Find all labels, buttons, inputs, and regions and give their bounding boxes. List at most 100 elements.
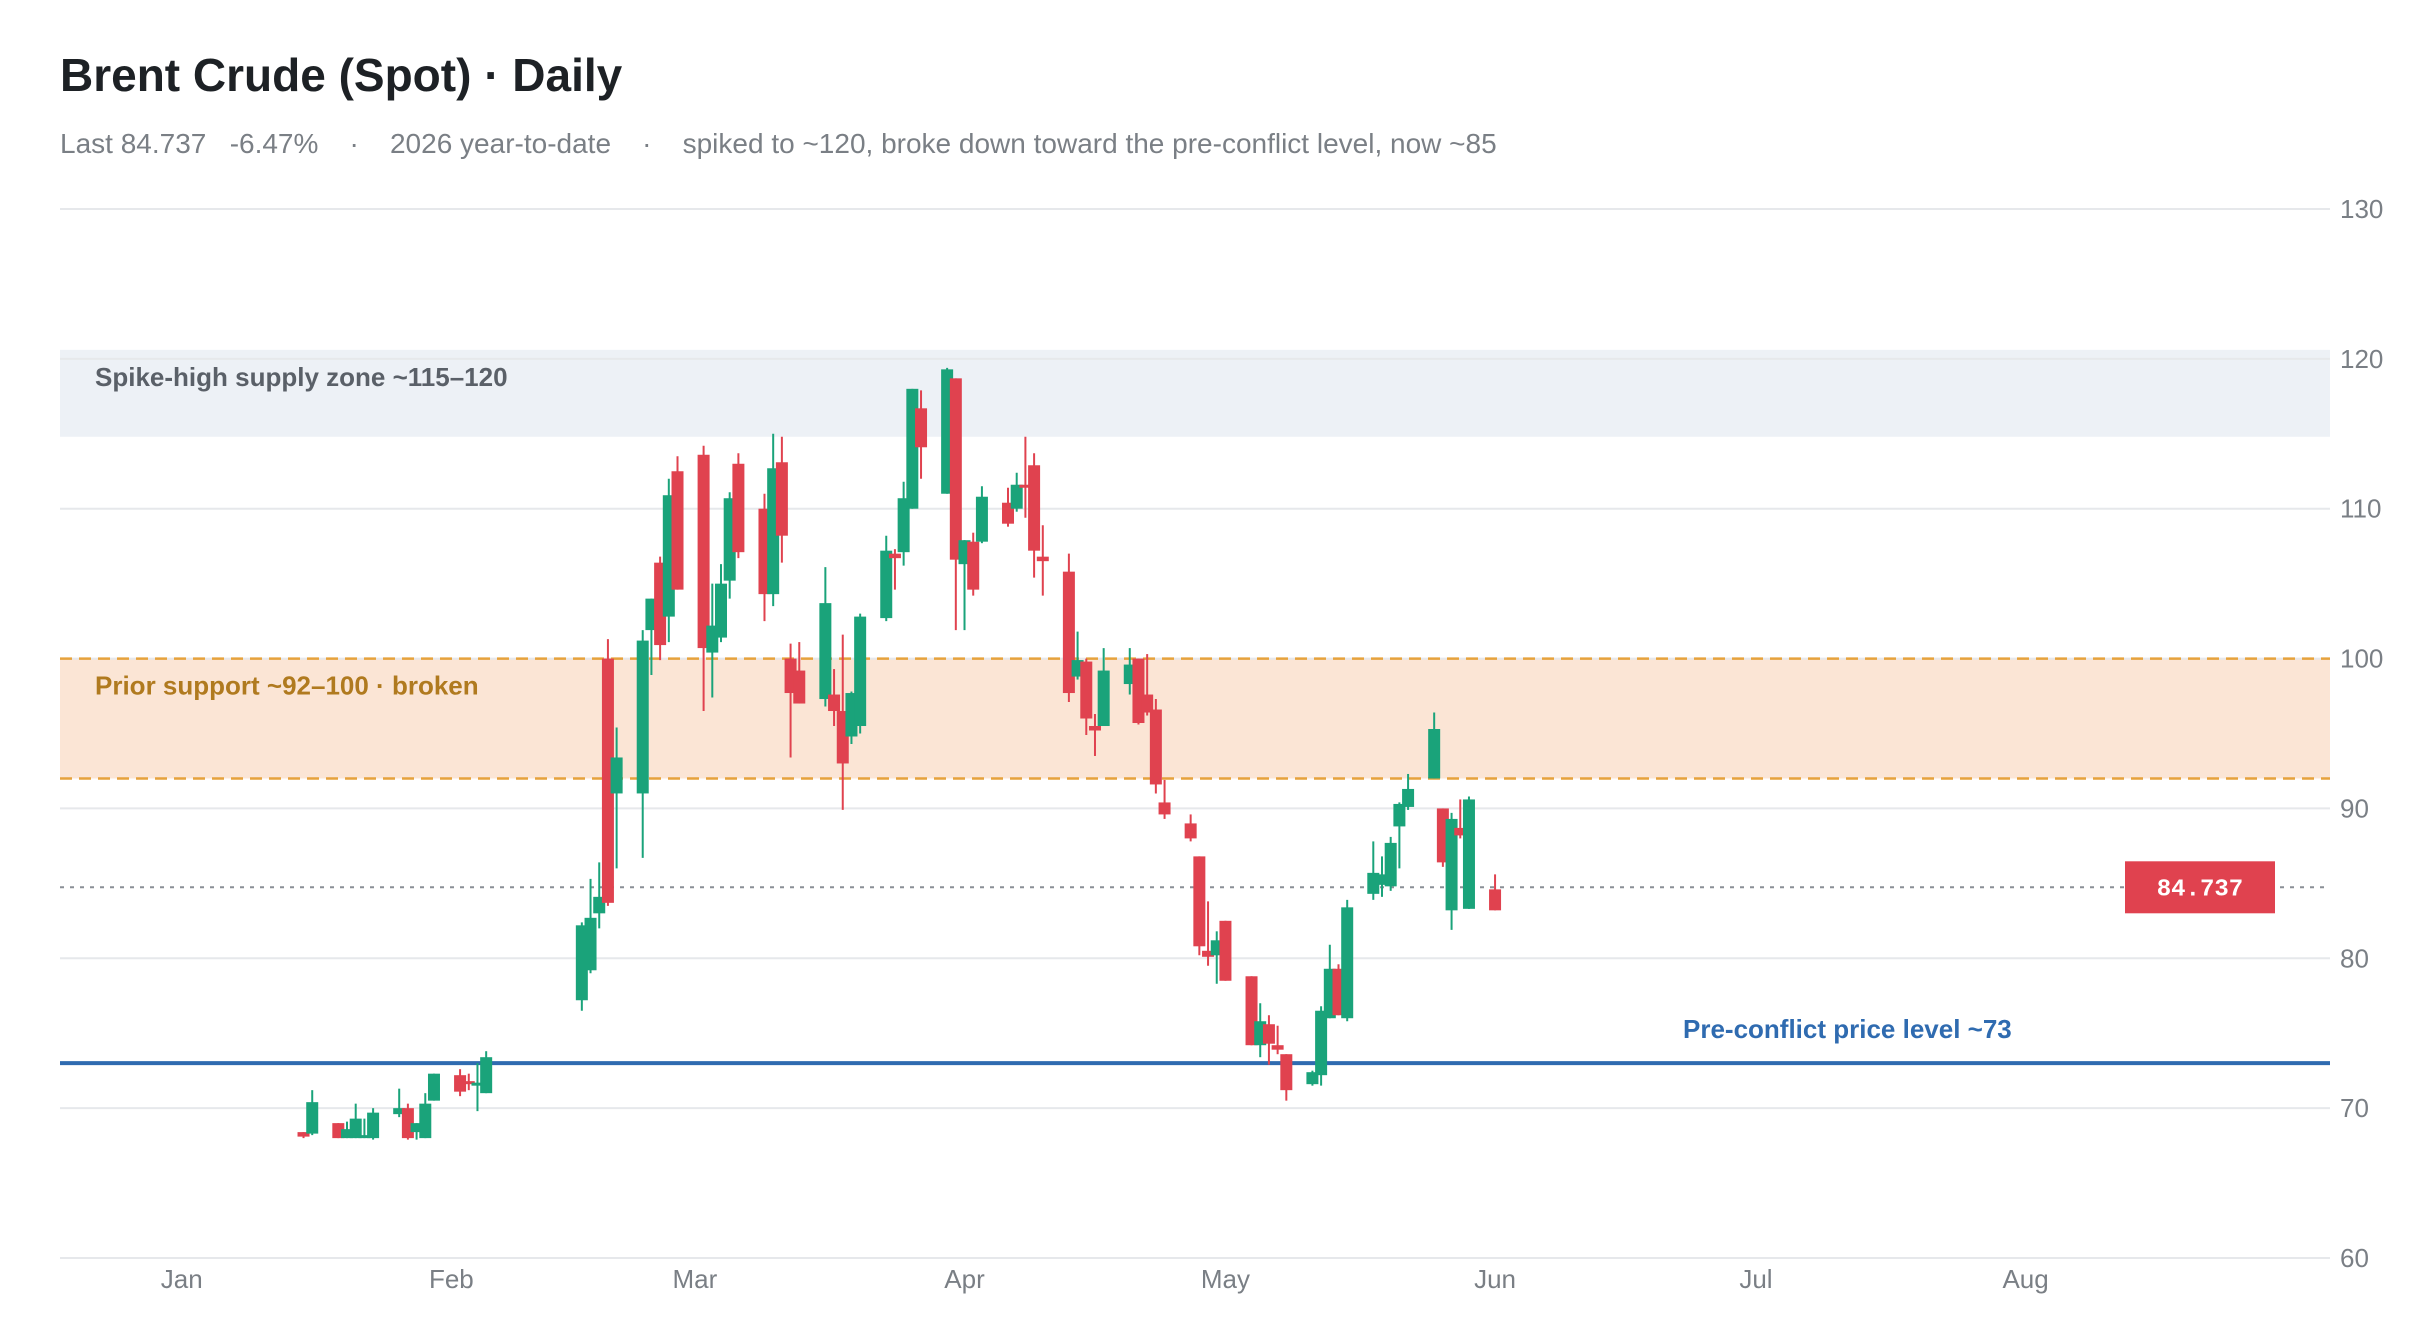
candle-body (297, 1132, 310, 1137)
candle-body (949, 378, 962, 560)
candle (828, 669, 841, 727)
x-tick-label: Jul (1739, 1264, 1772, 1294)
x-tick-label: Feb (429, 1264, 474, 1294)
candle-body (1262, 1024, 1275, 1044)
candle-body (610, 757, 623, 794)
y-tick-label: 130 (2340, 194, 2383, 224)
candle (880, 535, 893, 622)
candle (775, 436, 788, 563)
candle (732, 453, 745, 559)
x-tick-label: May (1201, 1264, 1250, 1294)
candle-body (349, 1118, 362, 1139)
y-tick-label: 100 (2340, 644, 2383, 674)
candle-body (1010, 484, 1023, 509)
candle (1341, 899, 1354, 1022)
period-label: 2026 year-to-date (389, 128, 612, 159)
candle-body (480, 1057, 493, 1094)
candle-body (1141, 694, 1154, 713)
candle (1462, 796, 1475, 909)
candle-body (636, 640, 649, 794)
candle-body (1445, 818, 1458, 911)
candle-body (1097, 670, 1110, 727)
candle (1384, 836, 1397, 891)
candle (1271, 1025, 1284, 1055)
candle-body (975, 496, 988, 542)
candle-body (306, 1102, 319, 1134)
candle-body (1428, 729, 1441, 779)
candle-body (462, 1081, 475, 1085)
candle (975, 486, 988, 544)
candle (1375, 856, 1388, 897)
candle-body (915, 408, 928, 448)
candle (897, 481, 910, 566)
candle-body (828, 694, 841, 712)
candle-body (1384, 842, 1397, 887)
candle (480, 1051, 493, 1094)
levels-layer (60, 657, 2330, 1066)
last-price-badge-label: 84.737 (2157, 876, 2243, 903)
candle-body (1271, 1045, 1284, 1050)
candle-body (732, 463, 745, 553)
candle-body (1202, 950, 1215, 957)
candle (610, 727, 623, 869)
candle-body (1341, 907, 1354, 1019)
candle (1088, 714, 1101, 756)
candle-body (819, 603, 832, 700)
candle-body (1080, 661, 1093, 719)
candles-layer (297, 367, 1502, 1140)
candle (1445, 812, 1458, 930)
x-tick-label: Apr (944, 1264, 985, 1294)
candle-body (358, 1135, 371, 1139)
candle-body (1402, 788, 1415, 807)
candle (306, 1090, 319, 1136)
candle-body (1132, 658, 1145, 724)
candle (1080, 658, 1093, 735)
candle-body (341, 1129, 354, 1139)
candle-body (671, 471, 684, 590)
y-tick-label: 60 (2340, 1243, 2369, 1273)
candle (1306, 1070, 1319, 1086)
candle (419, 1093, 432, 1139)
candle (410, 1123, 423, 1140)
change-percent: -6.47% (229, 128, 319, 159)
candle (297, 1132, 310, 1139)
candle-body (1019, 484, 1032, 488)
candle-body (1393, 803, 1406, 827)
candle-body (1306, 1072, 1319, 1085)
supply-zone-label: Spike-high supply zone ~115–120 (95, 362, 508, 392)
candle (601, 639, 614, 906)
candle (1019, 436, 1032, 518)
supply-zone (60, 349, 2330, 437)
candle (1367, 841, 1380, 900)
candle-body (427, 1073, 440, 1101)
candle (906, 388, 919, 509)
y-tick-label: 80 (2340, 943, 2369, 973)
candle-body (1158, 802, 1171, 815)
candle-body (714, 583, 727, 638)
candle (1219, 920, 1232, 981)
candle (888, 549, 901, 590)
candle (1280, 1054, 1293, 1101)
y-tick-label: 110 (2340, 494, 2381, 524)
candle (1010, 472, 1023, 512)
candle-body (367, 1112, 380, 1139)
candle (393, 1088, 406, 1118)
candle-body (1088, 726, 1101, 731)
candle-body (775, 462, 788, 536)
candle (967, 532, 980, 596)
candle (401, 1103, 414, 1140)
candle-body (697, 454, 710, 649)
candle (1315, 1006, 1328, 1086)
candle (697, 445, 710, 712)
candle-body (1315, 1010, 1328, 1076)
candle (358, 1118, 371, 1139)
last-price-label: Last 84.737 (60, 128, 207, 159)
candle (1202, 901, 1215, 966)
candle-body (1184, 823, 1197, 839)
chart-title: Brent Crude (Spot) · Daily (60, 49, 623, 101)
x-tick-label: Jan (161, 1264, 203, 1294)
candle (1028, 453, 1041, 578)
x-tick-label: Mar (673, 1264, 718, 1294)
support-zone (60, 658, 2330, 779)
candle (915, 390, 928, 479)
